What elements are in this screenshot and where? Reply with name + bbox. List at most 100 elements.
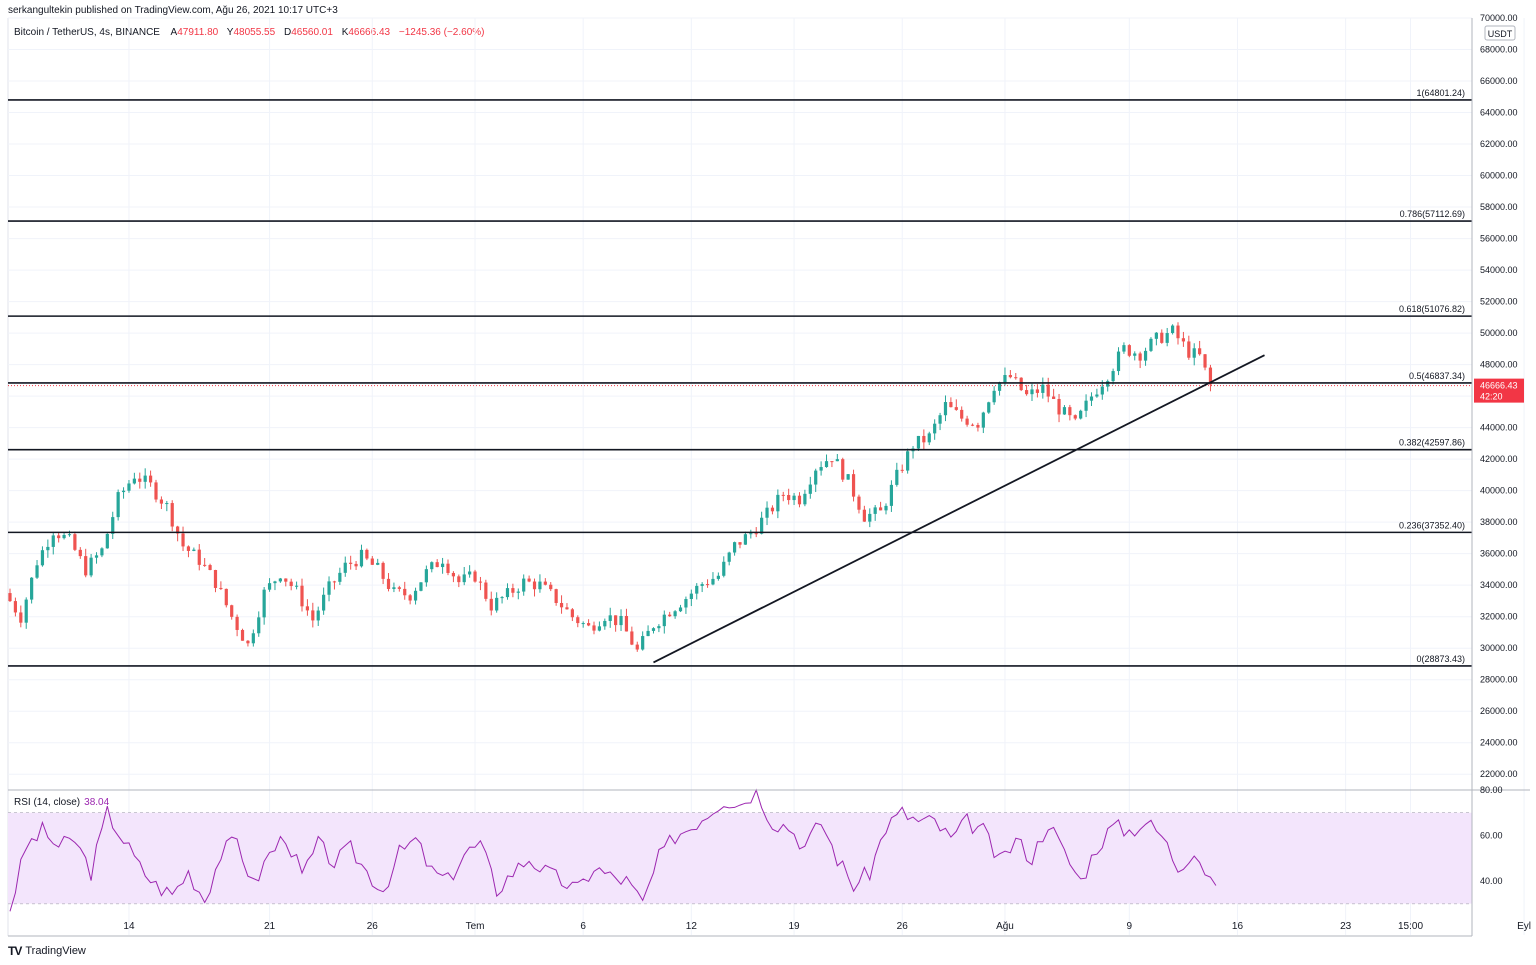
fib-level-label: 0.618(51076.82): [1399, 304, 1465, 314]
candle-body: [1192, 348, 1196, 358]
candle-body: [278, 578, 282, 582]
candle-body: [765, 507, 769, 518]
candle-body: [889, 484, 894, 506]
candle-body: [446, 563, 450, 573]
candle-body: [938, 415, 942, 424]
candle-body: [111, 517, 115, 534]
candle-body: [960, 409, 964, 419]
candle-body: [473, 571, 477, 582]
ohlc-low-value: 46560.01: [291, 27, 333, 38]
candle-body: [1160, 332, 1164, 343]
candle-body: [8, 593, 12, 602]
candle-body: [251, 633, 255, 644]
candle-body: [770, 507, 775, 512]
candle-body: [154, 482, 158, 500]
footer-brand[interactable]: TV TradingView: [8, 944, 86, 958]
rsi-tick-label: 40.00: [1480, 876, 1503, 886]
candle-body: [1079, 410, 1083, 419]
ohlc-low-label: D: [283, 27, 292, 38]
candle-body: [505, 588, 510, 598]
fibonacci-levels[interactable]: 1(64801.24) 0.786(57112.69) 0.618(51076.82…: [8, 88, 1472, 667]
candle-body: [511, 588, 515, 593]
candle-body: [451, 572, 456, 577]
candle-body: [641, 636, 645, 650]
price-tick-label: 68000.00: [1480, 45, 1518, 55]
candle-body: [78, 549, 82, 557]
candle-body: [359, 549, 364, 567]
candle-body: [435, 562, 439, 568]
price-tick-label: 28000.00: [1480, 675, 1518, 685]
candle-body: [743, 534, 748, 545]
time-tick-label: 9: [1127, 921, 1133, 932]
candle-body: [1170, 325, 1175, 334]
candle-body: [1024, 390, 1029, 395]
candle-body: [651, 628, 656, 631]
candle-body: [1149, 338, 1153, 351]
fib-level-label: 0.786(57112.69): [1400, 209, 1465, 219]
candle-body: [381, 562, 385, 579]
candle-body: [316, 610, 320, 621]
candle-body: [538, 581, 542, 590]
last-price-bg: [1474, 378, 1524, 403]
candle-body: [1154, 332, 1158, 339]
candle-body: [289, 581, 293, 587]
candle-body: [224, 588, 228, 606]
candle-body: [57, 535, 61, 539]
trendline[interactable]: [653, 354, 1265, 664]
candle-body: [203, 564, 207, 566]
candle-body: [878, 507, 883, 511]
candle-body: [181, 533, 185, 547]
candle-body: [165, 503, 169, 505]
candle-body: [673, 611, 677, 617]
candle-body: [121, 490, 126, 493]
candle-body: [219, 587, 223, 589]
time-tick-label: 23: [1340, 921, 1352, 932]
candle-body: [792, 495, 796, 501]
candle-body: [192, 549, 196, 551]
candle-body: [332, 581, 337, 583]
price-tick-label: 58000.00: [1480, 202, 1518, 212]
price-tick-label: 52000.00: [1480, 297, 1518, 307]
candle-body: [851, 474, 856, 497]
candle-body: [900, 469, 904, 471]
candle-body: [543, 581, 547, 585]
candle-body: [916, 435, 921, 449]
currency-badge: USDT: [1484, 25, 1516, 41]
candle-body: [635, 644, 639, 650]
time-tick-label: 6: [580, 921, 586, 932]
candle-body: [1165, 333, 1169, 343]
candle-body: [797, 495, 802, 505]
candle-body: [262, 589, 266, 618]
candle-body: [408, 595, 412, 601]
candle-body: [1181, 338, 1186, 342]
symbol-name[interactable]: Bitcoin / TetherUS, 4s, BINANCE: [14, 27, 160, 38]
candle-body: [522, 578, 526, 592]
candle-body: [230, 605, 234, 617]
price-tick-label: 26000.00: [1480, 706, 1518, 716]
last-price-tag: 46666.43 42:20: [1474, 378, 1524, 403]
candle-body: [67, 534, 72, 536]
time-tick-label: 15:00: [1398, 921, 1423, 932]
last-price-label: 46666.43: [1480, 381, 1518, 391]
candle-body: [424, 569, 428, 583]
candle-body: [240, 629, 245, 641]
price-tick-label: 36000.00: [1480, 549, 1518, 559]
price-tick-label: 30000.00: [1480, 643, 1518, 653]
candle-body: [89, 557, 93, 576]
candle-body: [760, 517, 764, 534]
price-tick-label: 34000.00: [1480, 580, 1518, 590]
fib-level-label: 0.236(37352.40): [1399, 520, 1465, 530]
candle-body: [716, 575, 720, 579]
ohlc-close-value: 46666.43: [348, 27, 391, 38]
candle-body: [468, 571, 472, 575]
axes: 22000.00 24000.00 26000.00 28000.00 30000.00…: [8, 13, 1531, 937]
candle-body: [586, 623, 591, 626]
candle-body: [700, 584, 704, 586]
candle-body: [824, 461, 829, 468]
candle-body: [695, 585, 699, 594]
candle-body: [630, 631, 634, 645]
candle-body: [354, 563, 358, 567]
rsi-title: RSI (14, close): [14, 797, 81, 808]
candle-body: [662, 614, 666, 627]
